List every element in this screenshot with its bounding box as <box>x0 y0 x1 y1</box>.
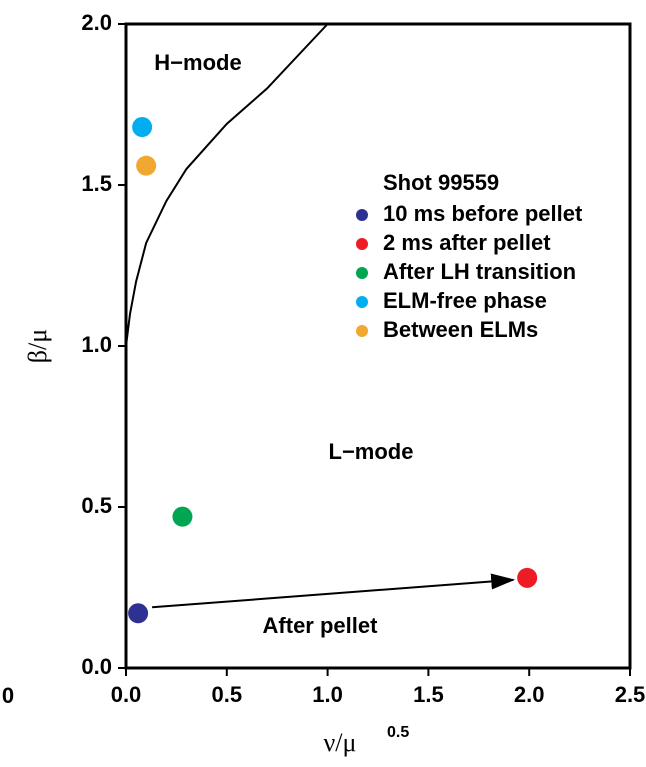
arrow <box>152 573 516 609</box>
legend-marker <box>356 296 368 308</box>
plot-frame <box>124 22 632 670</box>
legend-label: 10 ms before pellet <box>383 201 583 226</box>
legend-marker <box>356 325 368 337</box>
y-tick-label: 1.0 <box>81 332 112 357</box>
boundary-line <box>125 23 329 347</box>
y-tick-label: 2.0 <box>81 10 112 35</box>
annotation: L−mode <box>329 439 414 464</box>
legend-label: Between ELMs <box>383 317 538 342</box>
y-axis-label: β/μ <box>23 329 52 363</box>
point <box>132 117 153 138</box>
point <box>128 603 149 624</box>
x-tick-label: 0.5 <box>212 682 243 707</box>
legend-label: 2 ms after pellet <box>383 230 551 255</box>
legend-marker <box>356 267 368 279</box>
x-tick-label: 2.5 <box>615 682 646 707</box>
x-tick-label: 2.0 <box>514 682 545 707</box>
x-tick-label: 1.5 <box>413 682 444 707</box>
legend-title: Shot 99559 <box>383 170 499 195</box>
legend-label: ELM-free phase <box>383 288 547 313</box>
annotation: H−mode <box>154 50 241 75</box>
legend-label: After LH transition <box>383 259 576 284</box>
legend-marker <box>356 238 368 250</box>
x-axis-label: ν/μ <box>324 728 357 757</box>
x-tick-label: 0.0 <box>111 682 142 707</box>
y-tick-label: 0.0 <box>81 654 112 679</box>
point <box>172 506 193 527</box>
x-tick-label: 1.0 <box>312 682 343 707</box>
x-axis-label-sup: 0.5 <box>387 724 409 741</box>
y-tick-label: 0.5 <box>81 493 112 518</box>
point <box>517 567 538 588</box>
y-tick-label: 1.5 <box>81 171 112 196</box>
legend-marker <box>356 209 368 221</box>
annotation: After pellet <box>263 613 379 638</box>
annotation: 0 <box>2 683 14 708</box>
point <box>136 155 157 176</box>
